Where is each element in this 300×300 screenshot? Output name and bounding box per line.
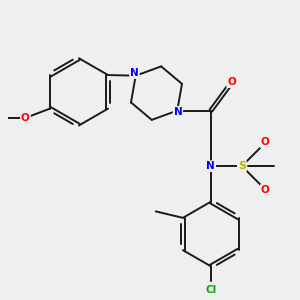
Text: N: N: [173, 107, 182, 117]
Text: S: S: [238, 161, 246, 171]
Text: N: N: [130, 68, 139, 78]
Text: O: O: [21, 113, 30, 123]
Text: N: N: [206, 161, 215, 171]
Text: O: O: [261, 185, 269, 195]
Text: O: O: [227, 77, 236, 87]
Text: O: O: [261, 137, 269, 147]
Text: Cl: Cl: [205, 285, 217, 295]
